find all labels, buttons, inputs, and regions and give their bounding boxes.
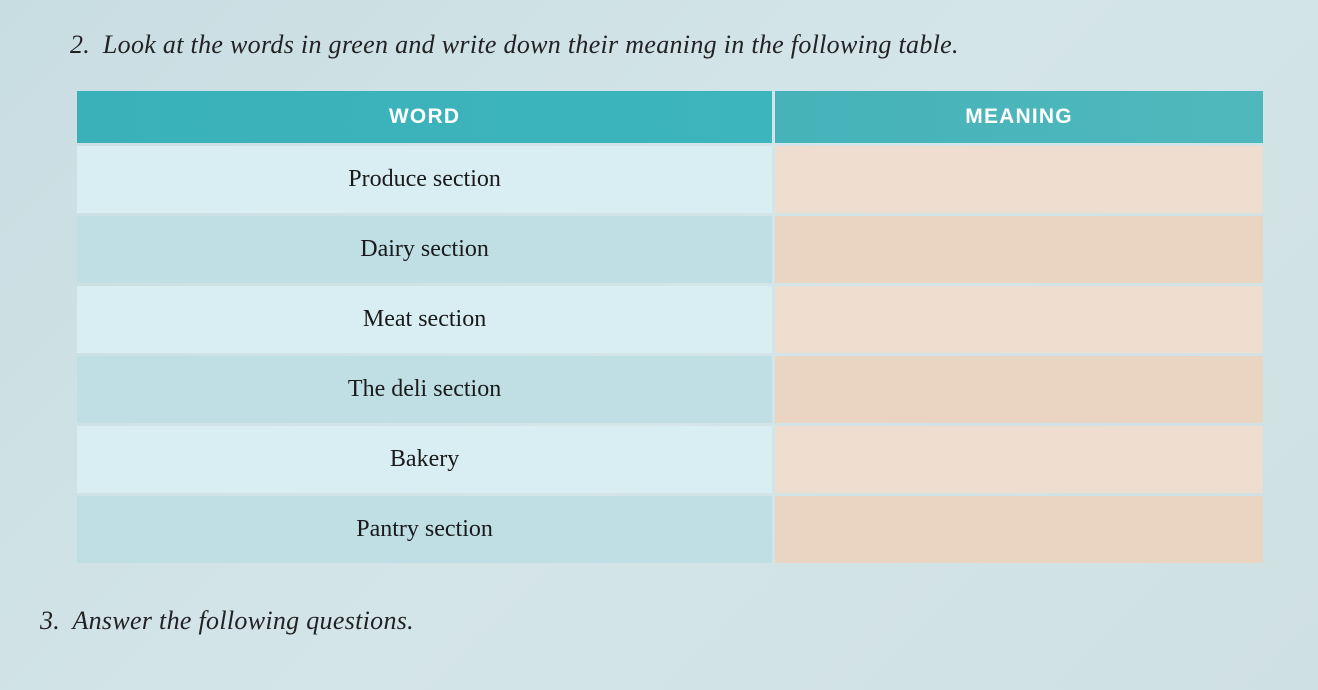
table-row: Pantry section (77, 496, 1263, 563)
meaning-cell[interactable] (775, 426, 1263, 493)
column-header-word: WORD (77, 91, 772, 143)
word-cell: The deli section (77, 356, 772, 423)
meaning-cell[interactable] (775, 146, 1263, 213)
instruction-number: 2. (70, 30, 90, 59)
table-header-row: WORD MEANING (77, 91, 1263, 143)
footer-instruction-text: Answer the following questions. (72, 606, 414, 635)
table-row: The deli section (77, 356, 1263, 423)
word-cell: Pantry section (77, 496, 772, 563)
instruction-text: Look at the words in green and write dow… (103, 30, 959, 59)
word-cell: Produce section (77, 146, 772, 213)
table-row: Dairy section (77, 216, 1263, 283)
word-cell: Bakery (77, 426, 772, 493)
table-row: Bakery (77, 426, 1263, 493)
word-cell: Dairy section (77, 216, 772, 283)
column-header-meaning: MEANING (775, 91, 1263, 143)
footer-instruction-line: 3. Answer the following questions. (40, 566, 1278, 636)
table-row: Produce section (77, 146, 1263, 213)
meaning-cell[interactable] (775, 216, 1263, 283)
meaning-cell[interactable] (775, 286, 1263, 353)
meaning-cell[interactable] (775, 496, 1263, 563)
meaning-cell[interactable] (775, 356, 1263, 423)
instruction-line: 2. Look at the words in green and write … (40, 20, 1278, 88)
footer-instruction-number: 3. (40, 606, 60, 635)
vocab-table-wrap: WORD MEANING Produce section Dairy secti… (40, 88, 1278, 566)
vocab-table: WORD MEANING Produce section Dairy secti… (74, 88, 1266, 566)
table-row: Meat section (77, 286, 1263, 353)
word-cell: Meat section (77, 286, 772, 353)
